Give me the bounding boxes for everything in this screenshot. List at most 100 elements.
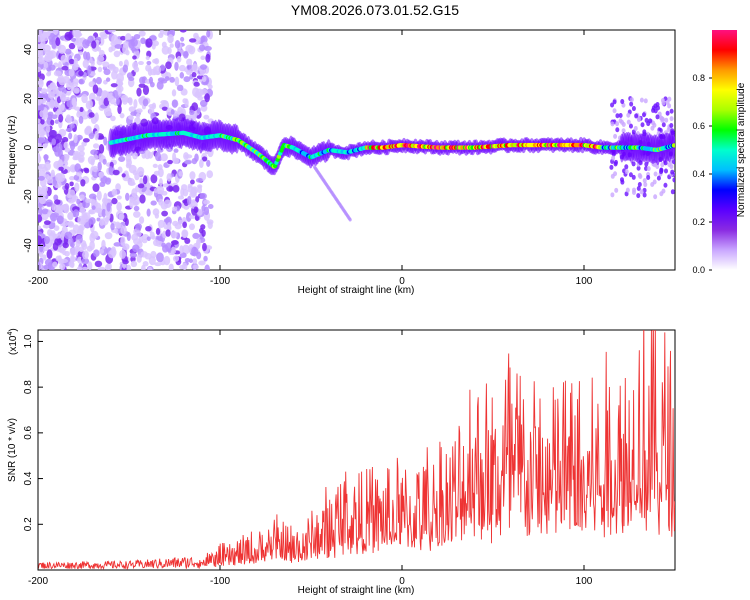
noise-blob bbox=[133, 98, 138, 109]
noise-blob bbox=[639, 189, 644, 195]
noise-blob bbox=[629, 97, 634, 103]
noise-blob bbox=[170, 240, 179, 245]
noise-blob bbox=[57, 77, 65, 83]
noise-blob bbox=[71, 97, 77, 107]
noise-blob bbox=[60, 104, 65, 112]
noise-blob bbox=[81, 114, 89, 120]
noise-blob bbox=[118, 60, 123, 67]
noise-blob bbox=[135, 113, 141, 119]
noise-blob bbox=[621, 128, 626, 134]
noise-blob bbox=[141, 238, 148, 244]
noise-blob bbox=[102, 158, 107, 165]
noise-blob bbox=[99, 181, 106, 187]
noise-blob bbox=[163, 255, 171, 266]
noise-blob bbox=[47, 111, 54, 117]
noise-blob bbox=[195, 177, 203, 183]
noise-blob bbox=[107, 30, 116, 33]
noise-blob bbox=[669, 108, 674, 114]
noise-blob bbox=[155, 227, 161, 235]
noise-blob bbox=[163, 218, 171, 223]
noise-blob bbox=[201, 205, 206, 212]
noise-blob bbox=[655, 114, 660, 120]
noise-blob bbox=[110, 83, 118, 88]
noise-blob bbox=[138, 30, 146, 37]
noise-blob bbox=[179, 245, 184, 254]
noise-blob bbox=[132, 169, 138, 176]
noise-blob bbox=[69, 123, 75, 129]
x-tick-label: -100 bbox=[210, 276, 230, 287]
noise-blob bbox=[84, 126, 92, 135]
noise-blob bbox=[670, 189, 675, 195]
x-tick-label: -100 bbox=[210, 576, 230, 587]
noise-blob bbox=[192, 258, 198, 265]
noise-blob bbox=[610, 121, 615, 127]
noise-blob bbox=[153, 188, 158, 194]
noise-blob bbox=[179, 252, 187, 259]
noise-blob bbox=[152, 239, 160, 247]
noise-blob bbox=[43, 44, 51, 53]
noise-blob bbox=[161, 45, 170, 55]
noise-blob bbox=[66, 80, 72, 91]
noise-blob bbox=[42, 108, 49, 118]
noise-blob bbox=[45, 124, 51, 133]
noise-blob bbox=[129, 198, 134, 209]
noise-blob bbox=[46, 249, 53, 260]
noise-blob bbox=[94, 260, 103, 268]
noise-blob bbox=[51, 39, 57, 49]
snr-panel: -200 -100 0 100 0.2 0.4 0.6 0.8 1.0 Height of st… bbox=[7, 328, 676, 596]
noise-blob bbox=[152, 208, 160, 216]
noise-blob bbox=[120, 225, 127, 235]
noise-blob bbox=[38, 78, 44, 89]
y-tick-label: 0.8 bbox=[23, 380, 34, 394]
noise-blob bbox=[656, 175, 661, 181]
noise-blob bbox=[208, 84, 213, 90]
noise-blob bbox=[172, 157, 180, 164]
noise-blob bbox=[672, 159, 675, 165]
noise-blob bbox=[38, 175, 45, 181]
noise-blob bbox=[137, 61, 144, 66]
noise-blob bbox=[146, 60, 152, 66]
noise-blob bbox=[42, 143, 48, 149]
noise-blob bbox=[169, 43, 174, 48]
noise-blob bbox=[80, 179, 86, 187]
noise-blob bbox=[655, 163, 660, 169]
noise-blob bbox=[90, 60, 95, 67]
noise-blob bbox=[89, 71, 96, 77]
spectrogram-xlabel: Height of straight line (km) bbox=[298, 285, 415, 296]
noise-blob bbox=[112, 89, 119, 99]
noise-blob bbox=[636, 193, 641, 199]
noise-blob bbox=[55, 37, 61, 47]
noise-blob bbox=[172, 184, 180, 193]
noise-blob bbox=[57, 247, 63, 253]
noise-blob bbox=[613, 133, 618, 139]
noise-blob bbox=[646, 166, 651, 172]
noise-blob bbox=[611, 155, 616, 161]
noise-blob bbox=[118, 213, 125, 221]
noise-blob bbox=[629, 101, 634, 107]
noise-blob bbox=[189, 109, 195, 115]
noise-blob bbox=[54, 237, 62, 246]
noise-blob bbox=[56, 215, 64, 225]
noise-blob bbox=[204, 93, 210, 103]
noise-blob bbox=[130, 111, 137, 116]
noise-blob bbox=[99, 248, 105, 254]
noise-blob bbox=[38, 96, 43, 106]
noise-blob bbox=[198, 44, 206, 52]
noise-blob bbox=[612, 108, 617, 114]
noise-blob bbox=[202, 242, 207, 252]
noise-blob bbox=[132, 55, 137, 60]
chart-title: YM08.2026.073.01.52.G15 bbox=[290, 2, 460, 18]
noise-blob bbox=[189, 214, 197, 219]
noise-blob bbox=[176, 84, 184, 92]
noise-blob bbox=[659, 191, 664, 197]
noise-blob bbox=[74, 163, 82, 173]
colorbar-tick-label: 0.0 bbox=[692, 265, 705, 275]
noise-blob bbox=[111, 188, 118, 197]
noise-blob bbox=[38, 127, 45, 137]
noise-blob bbox=[110, 115, 116, 122]
noise-blob bbox=[663, 182, 668, 188]
noise-blob bbox=[62, 242, 69, 249]
noise-blob bbox=[136, 166, 145, 176]
noise-blob bbox=[68, 58, 75, 65]
noise-blob bbox=[118, 156, 126, 163]
